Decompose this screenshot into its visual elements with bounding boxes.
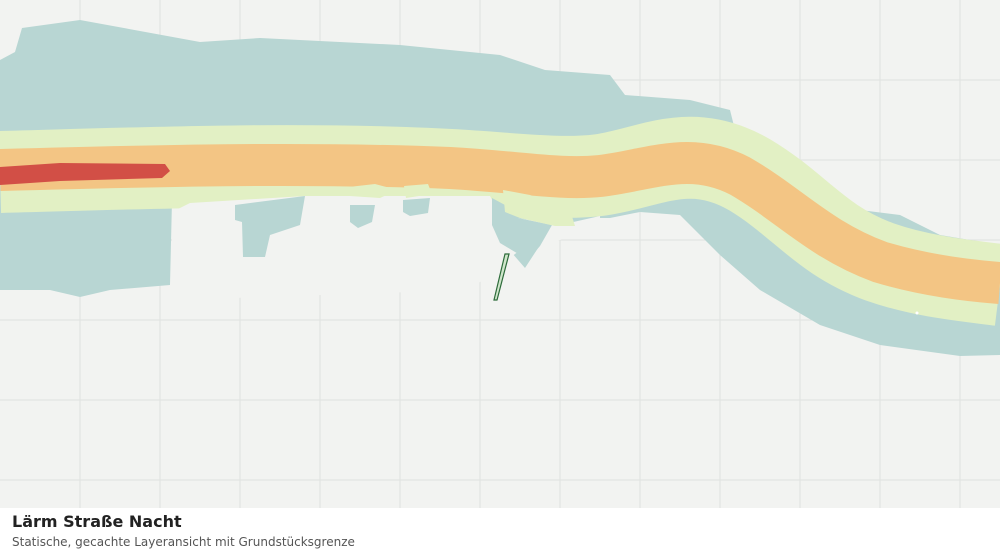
map: [0, 0, 1000, 508]
property-boundary: [493, 253, 510, 301]
layer-title: Lärm Straße Nacht: [12, 512, 182, 531]
noise-zone-high: [0, 142, 1000, 304]
noise-zone-low-fragments: [235, 196, 552, 260]
noise-zone-very-high: [0, 163, 170, 185]
noise-zone-medium-fragments: [340, 184, 575, 226]
caption: Lärm Straße Nacht Statische, gecachte La…: [12, 512, 355, 549]
layer-subtitle: Statische, gecachte Layeransicht mit Gru…: [12, 535, 355, 549]
marker-dot: [915, 311, 919, 315]
